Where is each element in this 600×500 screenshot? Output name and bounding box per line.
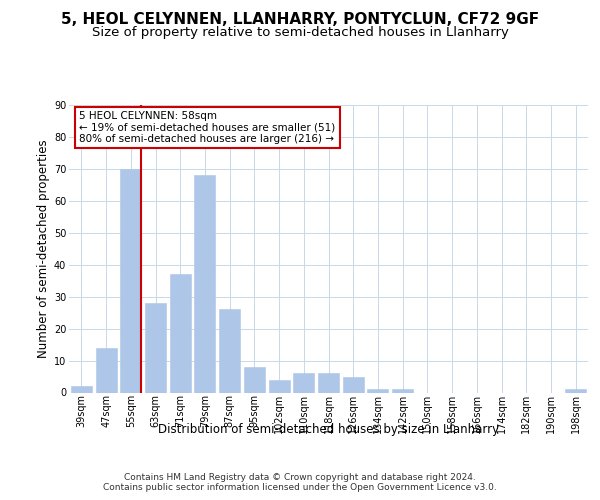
Bar [565,390,586,392]
Bar [343,376,364,392]
Y-axis label: Number of semi-detached properties: Number of semi-detached properties [37,140,50,358]
Bar [145,303,166,392]
Bar [367,390,388,392]
Bar [293,374,314,392]
Bar [269,380,290,392]
Bar [219,310,240,392]
Bar [95,348,116,393]
Bar [318,374,339,392]
Bar [170,274,191,392]
Bar [71,386,92,392]
Text: 5 HEOL CELYNNEN: 58sqm
← 19% of semi-detached houses are smaller (51)
80% of sem: 5 HEOL CELYNNEN: 58sqm ← 19% of semi-det… [79,111,335,144]
Bar [120,169,141,392]
Bar [194,176,215,392]
Bar [392,390,413,392]
Text: Size of property relative to semi-detached houses in Llanharry: Size of property relative to semi-detach… [92,26,508,39]
Text: Distribution of semi-detached houses by size in Llanharry: Distribution of semi-detached houses by … [158,422,499,436]
Text: Contains HM Land Registry data © Crown copyright and database right 2024.
Contai: Contains HM Land Registry data © Crown c… [103,472,497,492]
Text: 5, HEOL CELYNNEN, LLANHARRY, PONTYCLUN, CF72 9GF: 5, HEOL CELYNNEN, LLANHARRY, PONTYCLUN, … [61,12,539,28]
Bar [244,367,265,392]
